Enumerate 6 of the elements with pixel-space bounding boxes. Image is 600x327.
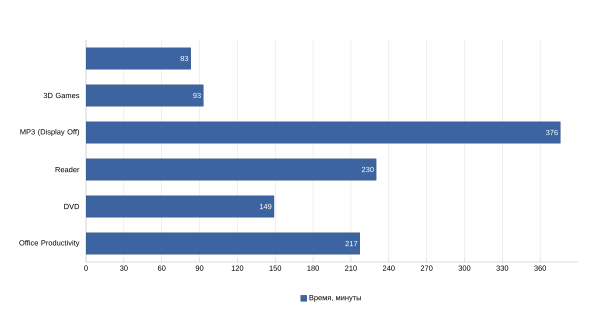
bar [86,122,561,144]
bar [86,196,274,218]
bar [86,84,204,106]
bar [86,48,191,70]
bar [86,158,376,180]
bar [86,232,360,254]
